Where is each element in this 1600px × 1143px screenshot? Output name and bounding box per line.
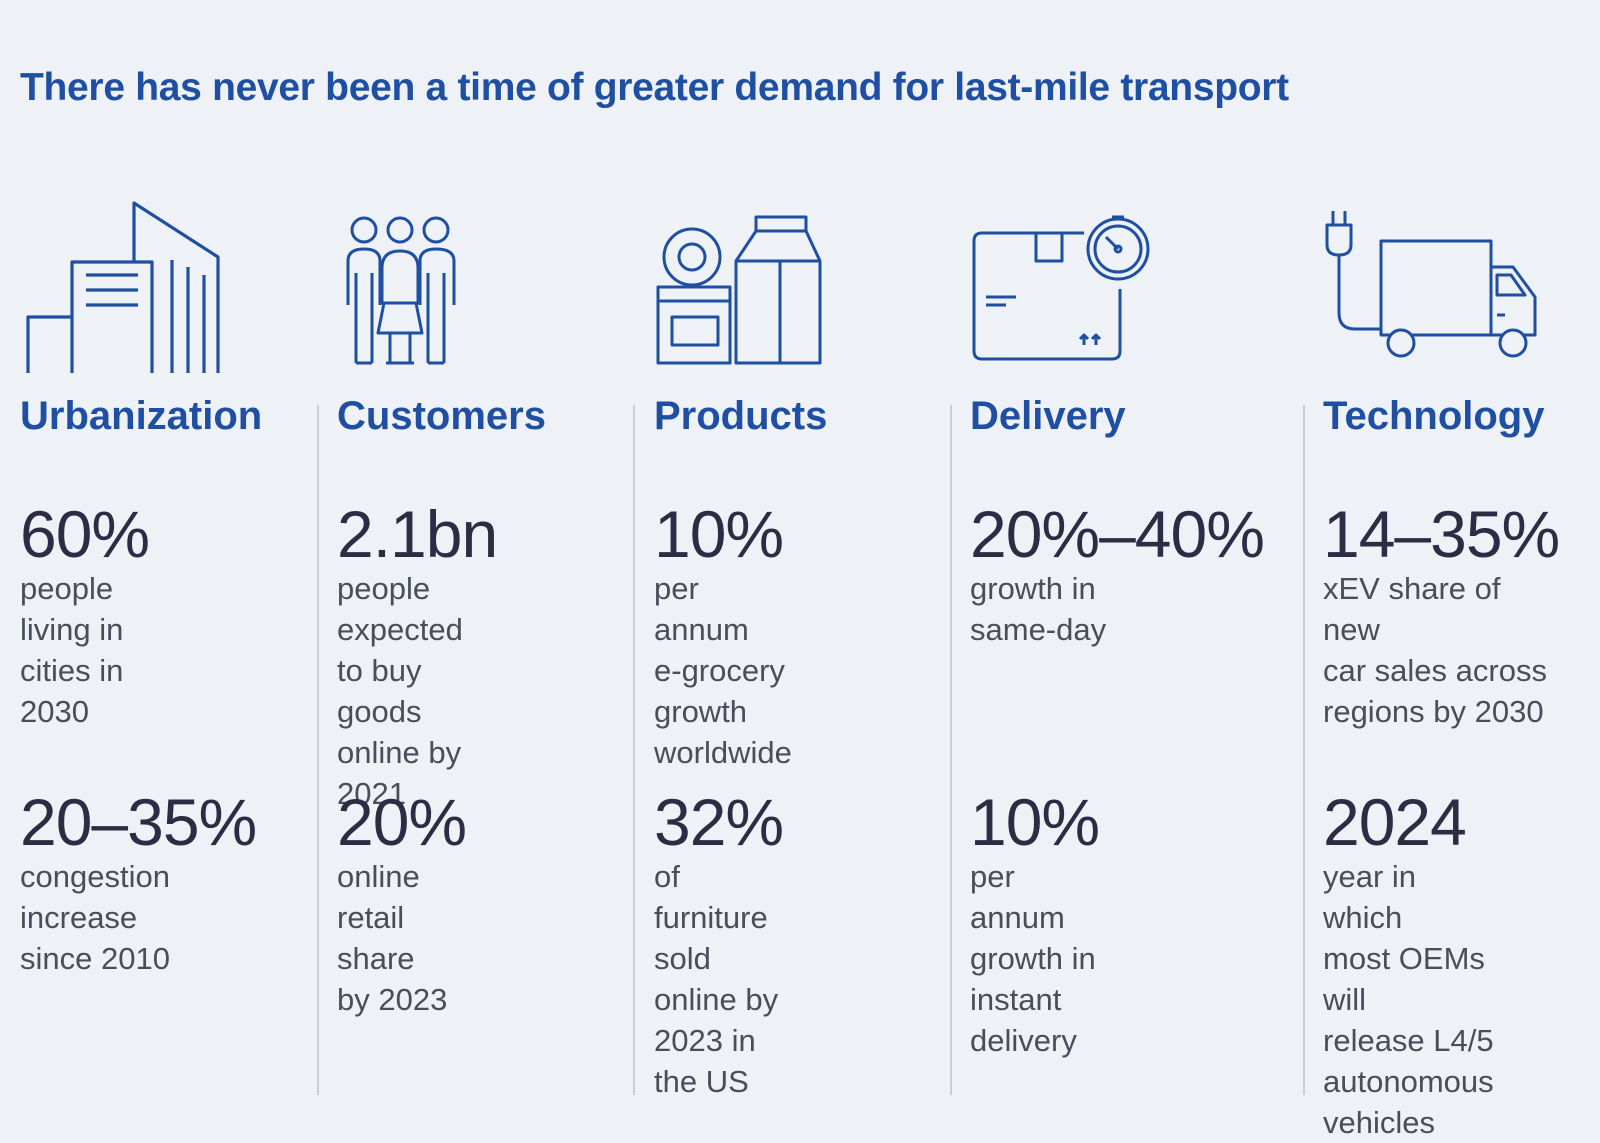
stat-value: 20–35%: [20, 785, 257, 859]
stat-block: 2.1bn people expected to buy goods onlin…: [337, 497, 498, 814]
stat-block: 20% online retail share by 2023: [337, 785, 467, 1020]
column-heading: Customers: [337, 394, 546, 438]
stat-value: 20%–40%: [970, 497, 1265, 571]
stat-description: people living in cities in 2030: [20, 571, 124, 729]
stat-value: 10%: [970, 785, 1100, 859]
stat-value: 14–35%: [1323, 497, 1560, 571]
stat-value: 10%: [654, 497, 784, 571]
stat-description: people expected to buy goods online by 2…: [337, 571, 463, 811]
stat-block: 20%–40% growth in same-day: [970, 497, 1265, 650]
stat-block: 2024 year in which most OEMs will releas…: [1323, 788, 1494, 1143]
stat-value: 60%: [20, 497, 150, 571]
column-divider: [633, 405, 635, 1095]
stat-block: 10% per annum growth in instant delivery: [970, 785, 1100, 1061]
stat-value: 20%: [337, 785, 467, 859]
stat-description: year in which most OEMs will release L4/…: [1323, 859, 1494, 1140]
stat-block: 32% of furniture sold online by 2023 in …: [654, 785, 784, 1102]
column-divider: [317, 405, 319, 1095]
package-stopwatch-icon: [972, 215, 1157, 365]
page-title: There has never been a time of greater d…: [20, 66, 1289, 109]
stat-block: 20–35% congestion increase since 2010: [20, 785, 257, 979]
people-icon: [342, 213, 472, 368]
column-divider: [1303, 405, 1305, 1095]
stat-description: of furniture sold online by 2023 in the …: [654, 859, 779, 1099]
stat-description: per annum growth in instant delivery: [970, 859, 1096, 1058]
stat-block: 60% people living in cities in 2030: [20, 497, 150, 732]
stat-value: 32%: [654, 785, 784, 859]
stat-value: 2.1bn: [337, 497, 498, 571]
column-heading: Products: [654, 394, 828, 438]
stat-description: congestion increase since 2010: [20, 859, 170, 976]
stat-block: 10% per annum e-grocery growth worldwide: [654, 500, 792, 773]
column-heading: Delivery: [970, 394, 1126, 438]
electric-truck-icon: [1325, 207, 1545, 362]
stat-description: xEV share of new car sales across region…: [1323, 571, 1547, 729]
stat-value: 2024: [1323, 785, 1467, 859]
column-heading: Technology: [1323, 394, 1545, 438]
stat-description: growth in same-day: [970, 571, 1107, 647]
buildings-icon: [24, 195, 224, 375]
column-divider: [950, 405, 952, 1095]
stat-description: per annum e-grocery growth worldwide: [654, 571, 792, 770]
stat-description: online retail share by 2023: [337, 859, 448, 1017]
groceries-icon: [656, 213, 826, 368]
stat-block: 14–35% xEV share of new car sales across…: [1323, 497, 1560, 732]
column-heading: Urbanization: [20, 394, 263, 438]
